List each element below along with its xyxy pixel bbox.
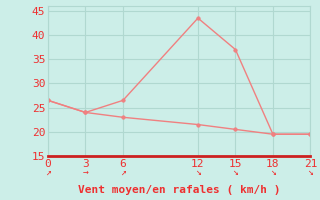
Text: ↘: ↘	[195, 167, 201, 177]
Text: ↗: ↗	[120, 167, 126, 177]
Text: ↘: ↘	[233, 167, 238, 177]
Text: ↘: ↘	[270, 167, 276, 177]
X-axis label: Vent moyen/en rafales ( km/h ): Vent moyen/en rafales ( km/h )	[78, 185, 280, 195]
Text: →: →	[83, 167, 88, 177]
Text: ↘: ↘	[308, 167, 313, 177]
Text: ↗: ↗	[45, 167, 51, 177]
